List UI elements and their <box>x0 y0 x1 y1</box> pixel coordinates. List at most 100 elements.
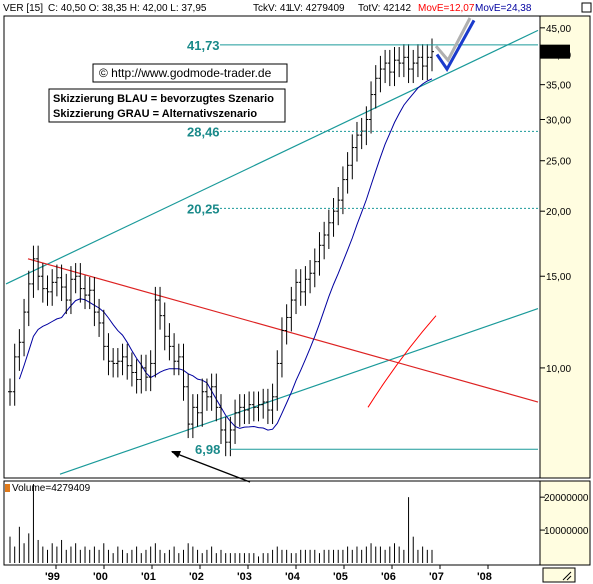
price-bar <box>204 378 209 411</box>
price-bar <box>111 348 116 378</box>
time-axis-label: '01 <box>141 571 156 583</box>
price-bar <box>251 391 256 422</box>
price-bar <box>139 354 144 394</box>
price-bar <box>92 277 97 327</box>
price-bar <box>237 394 242 427</box>
price-bar <box>219 394 223 444</box>
annotation-arrowhead <box>171 451 181 458</box>
watermark-text: © http://www.godmode-trader.de <box>99 66 272 80</box>
price-bars <box>8 38 434 457</box>
header-totalvolume: TotV: 42142 <box>358 3 411 14</box>
price-axis-label: 25,00 <box>546 157 571 168</box>
price-bar <box>26 270 31 327</box>
price-bar <box>406 44 411 84</box>
price-bar <box>129 352 134 387</box>
time-axis-ticks: '99 '00 '01 '02 '03 '04 '05 '06 '07 '08 <box>45 565 492 583</box>
volume-axis-label: 10000000 <box>544 526 589 537</box>
annotation-arrow <box>171 451 251 483</box>
time-axis-label: '04 <box>285 571 301 583</box>
price-bar <box>326 209 331 250</box>
price-bar <box>294 269 299 315</box>
price-bar <box>190 394 195 439</box>
price-bar <box>167 323 172 361</box>
price-bar <box>17 329 22 371</box>
resize-icon[interactable] <box>542 567 576 583</box>
scenario-note-blue: Skizzierung BLAU = bevorzugtes Szenario <box>53 93 274 105</box>
scenario-note-grey: Skizzierung GRAU = Alternativszenario <box>53 108 257 120</box>
price-bar <box>233 399 238 444</box>
price-bar <box>378 55 383 93</box>
price-bar <box>317 232 322 276</box>
time-axis-label: '07 <box>429 571 444 583</box>
price-bar <box>336 186 341 226</box>
price-axis-label: 15,00 <box>546 272 571 283</box>
price-bar <box>411 49 416 84</box>
time-axis <box>4 567 590 583</box>
price-levels: 41,73 28,46 20,25 6,98 <box>187 38 538 457</box>
price-bar <box>68 266 73 315</box>
price-bar <box>64 273 69 315</box>
price-axis-label: 45,00 <box>546 24 571 35</box>
price-bar <box>22 298 27 357</box>
price-bar <box>270 383 275 425</box>
header-ohlc: C: 40,50 O: 38,35 H: 42,00 L: 37,95 <box>48 3 207 14</box>
price-bar <box>195 394 200 427</box>
time-axis-label: '00 <box>93 571 108 583</box>
price-bar <box>176 343 181 376</box>
price-bar <box>31 245 36 298</box>
price-bar <box>322 221 327 260</box>
level-label: 6,98 <box>195 442 220 457</box>
price-bar <box>143 354 148 392</box>
price-bar <box>158 286 163 330</box>
price-bar <box>181 343 186 401</box>
price-bar <box>383 49 388 84</box>
price-bar <box>265 388 270 425</box>
price-bar <box>162 302 167 351</box>
price-bar <box>312 248 317 288</box>
volume-axis-ticks: 20000000 10000000 <box>540 493 589 537</box>
moving-averages <box>18 78 437 431</box>
price-bar <box>120 343 125 376</box>
volume-axis-label: 20000000 <box>544 493 589 504</box>
price-bar <box>247 391 252 425</box>
level-label: 28,46 <box>187 124 220 139</box>
price-bar <box>40 263 45 303</box>
time-axis-label: '05 <box>333 571 348 583</box>
volume-label: Volume=4279409 <box>12 483 91 494</box>
price-axis-ticks: 45,0040,0035,0030,0025,0020,0015,0010,00… <box>540 24 571 375</box>
level-label: 20,25 <box>187 201 220 216</box>
header-lastvolume: LV: 4279409 <box>289 3 345 14</box>
price-bar <box>148 350 153 392</box>
header-ma12-label: MovE=12,07 <box>418 3 475 14</box>
scenario-blue-path <box>435 19 476 72</box>
price-bar <box>209 373 214 411</box>
price-bar <box>97 298 102 337</box>
price-bar <box>134 359 139 394</box>
price-bar <box>73 263 78 294</box>
price-bar <box>415 44 420 78</box>
volume-bars <box>9 484 433 563</box>
level-label: 41,73 <box>187 38 220 53</box>
price-bar <box>115 348 120 378</box>
price-bar <box>331 198 336 237</box>
price-bar <box>392 47 397 87</box>
price-bar <box>303 266 308 306</box>
price-bar <box>45 275 50 306</box>
price-bar <box>369 81 374 134</box>
price-bar <box>420 44 425 81</box>
price-bar <box>36 245 41 291</box>
price-axis-label: 10,00 <box>546 364 571 375</box>
price-bar <box>256 391 261 422</box>
volume-label-swatch <box>5 484 10 492</box>
price-bar <box>54 264 59 297</box>
header-box-icon[interactable] <box>581 2 592 13</box>
last-price-tag <box>540 44 570 59</box>
time-axis-label: '03 <box>237 571 252 583</box>
price-bar <box>397 47 402 78</box>
price-axis-label: 20,00 <box>546 207 571 218</box>
ma12-line <box>367 315 437 408</box>
header-bar <box>0 0 593 14</box>
price-bar <box>101 309 106 361</box>
price-bar <box>340 166 345 215</box>
